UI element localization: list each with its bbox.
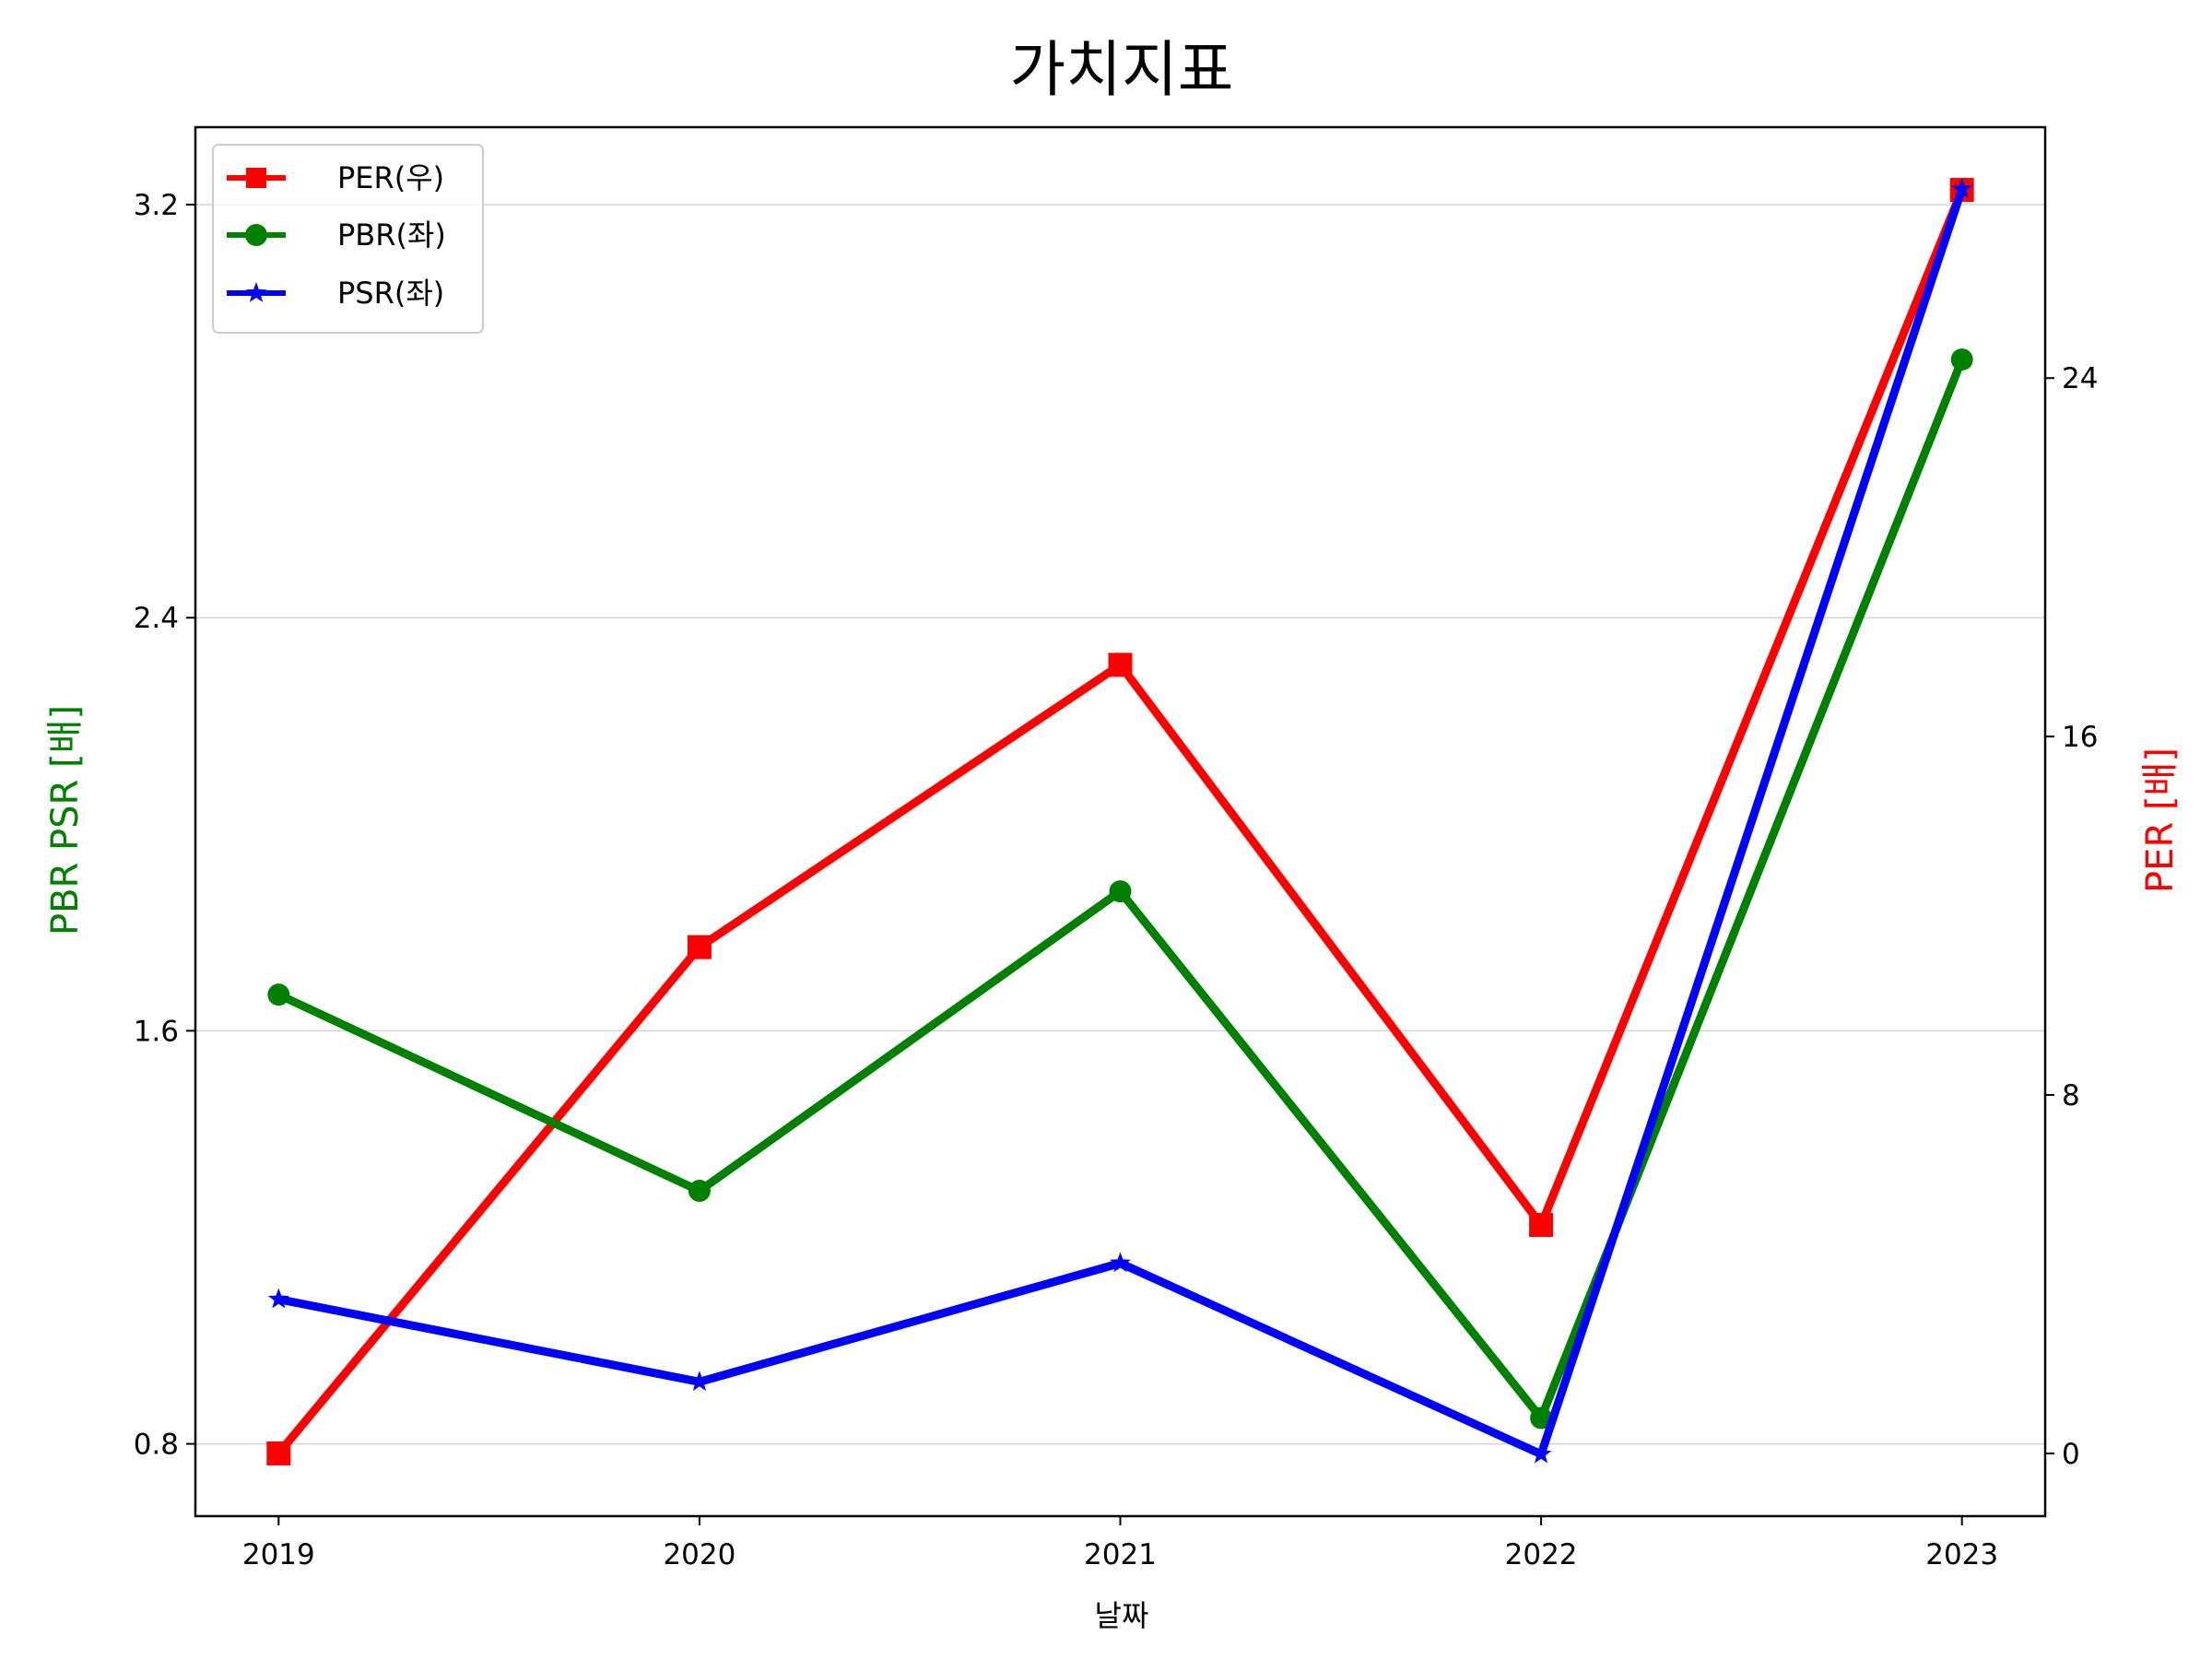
legend-label-pbr: PBR(좌) (337, 218, 446, 253)
data-point-square (687, 935, 712, 959)
chart-title: 가치지표 (1010, 34, 1234, 105)
data-point-circle (1530, 1406, 1553, 1430)
data-point-star (688, 1371, 711, 1392)
x-tick-label: 2022 (1505, 1538, 1578, 1571)
legend-marker-per (246, 168, 266, 188)
right-tick-label: 16 (2062, 721, 2098, 754)
legend-label-psr: PSR(좌) (337, 276, 444, 311)
left-tick-label: 2.4 (134, 602, 179, 635)
x-tick-label: 2023 (1925, 1538, 1998, 1571)
data-point-circle (267, 983, 290, 1006)
right-tick-label: 0 (2062, 1438, 2080, 1471)
data-point-circle (1950, 348, 1973, 371)
right-axis-label: PER [배] (2139, 747, 2182, 893)
left-axis-label: PBR PSR [배] (44, 705, 87, 935)
right-y-axis: 0 8 16 24 (2045, 362, 2098, 1471)
data-point-circle (1109, 880, 1132, 903)
legend-label-per: PER(우) (337, 160, 444, 195)
right-tick-label: 24 (2062, 362, 2098, 395)
data-point-star (1530, 1442, 1552, 1464)
legend-frame (212, 144, 484, 334)
right-tick-label: 8 (2062, 1079, 2080, 1112)
left-tick-label: 0.8 (134, 1429, 179, 1462)
left-y-axis: 0.8 1.6 2.4 3.2 (134, 189, 195, 1462)
left-tick-label: 1.6 (134, 1015, 179, 1048)
data-point-square (266, 1441, 291, 1465)
legend: PER(우) PBR(좌) PSR(좌) (212, 144, 484, 334)
grid-lines (195, 204, 2045, 1445)
x-axis: 2019 2020 2021 2022 2023 (242, 1516, 1998, 1571)
legend-marker-psr (245, 282, 267, 302)
x-axis-label: 날짜 (1095, 1598, 1149, 1633)
data-point-square (1108, 653, 1133, 677)
x-tick-label: 2021 (1084, 1538, 1157, 1571)
x-tick-label: 2020 (663, 1538, 735, 1571)
legend-marker-pbr (245, 224, 267, 246)
left-tick-label: 3.2 (134, 189, 179, 222)
data-point-star (267, 1288, 289, 1309)
data-point-star (1110, 1252, 1131, 1273)
data-point-circle (688, 1180, 711, 1203)
data-point-square (1529, 1213, 1554, 1238)
x-tick-label: 2019 (242, 1538, 315, 1571)
plot-series (266, 178, 1974, 1465)
data-point-star (1951, 178, 1973, 198)
